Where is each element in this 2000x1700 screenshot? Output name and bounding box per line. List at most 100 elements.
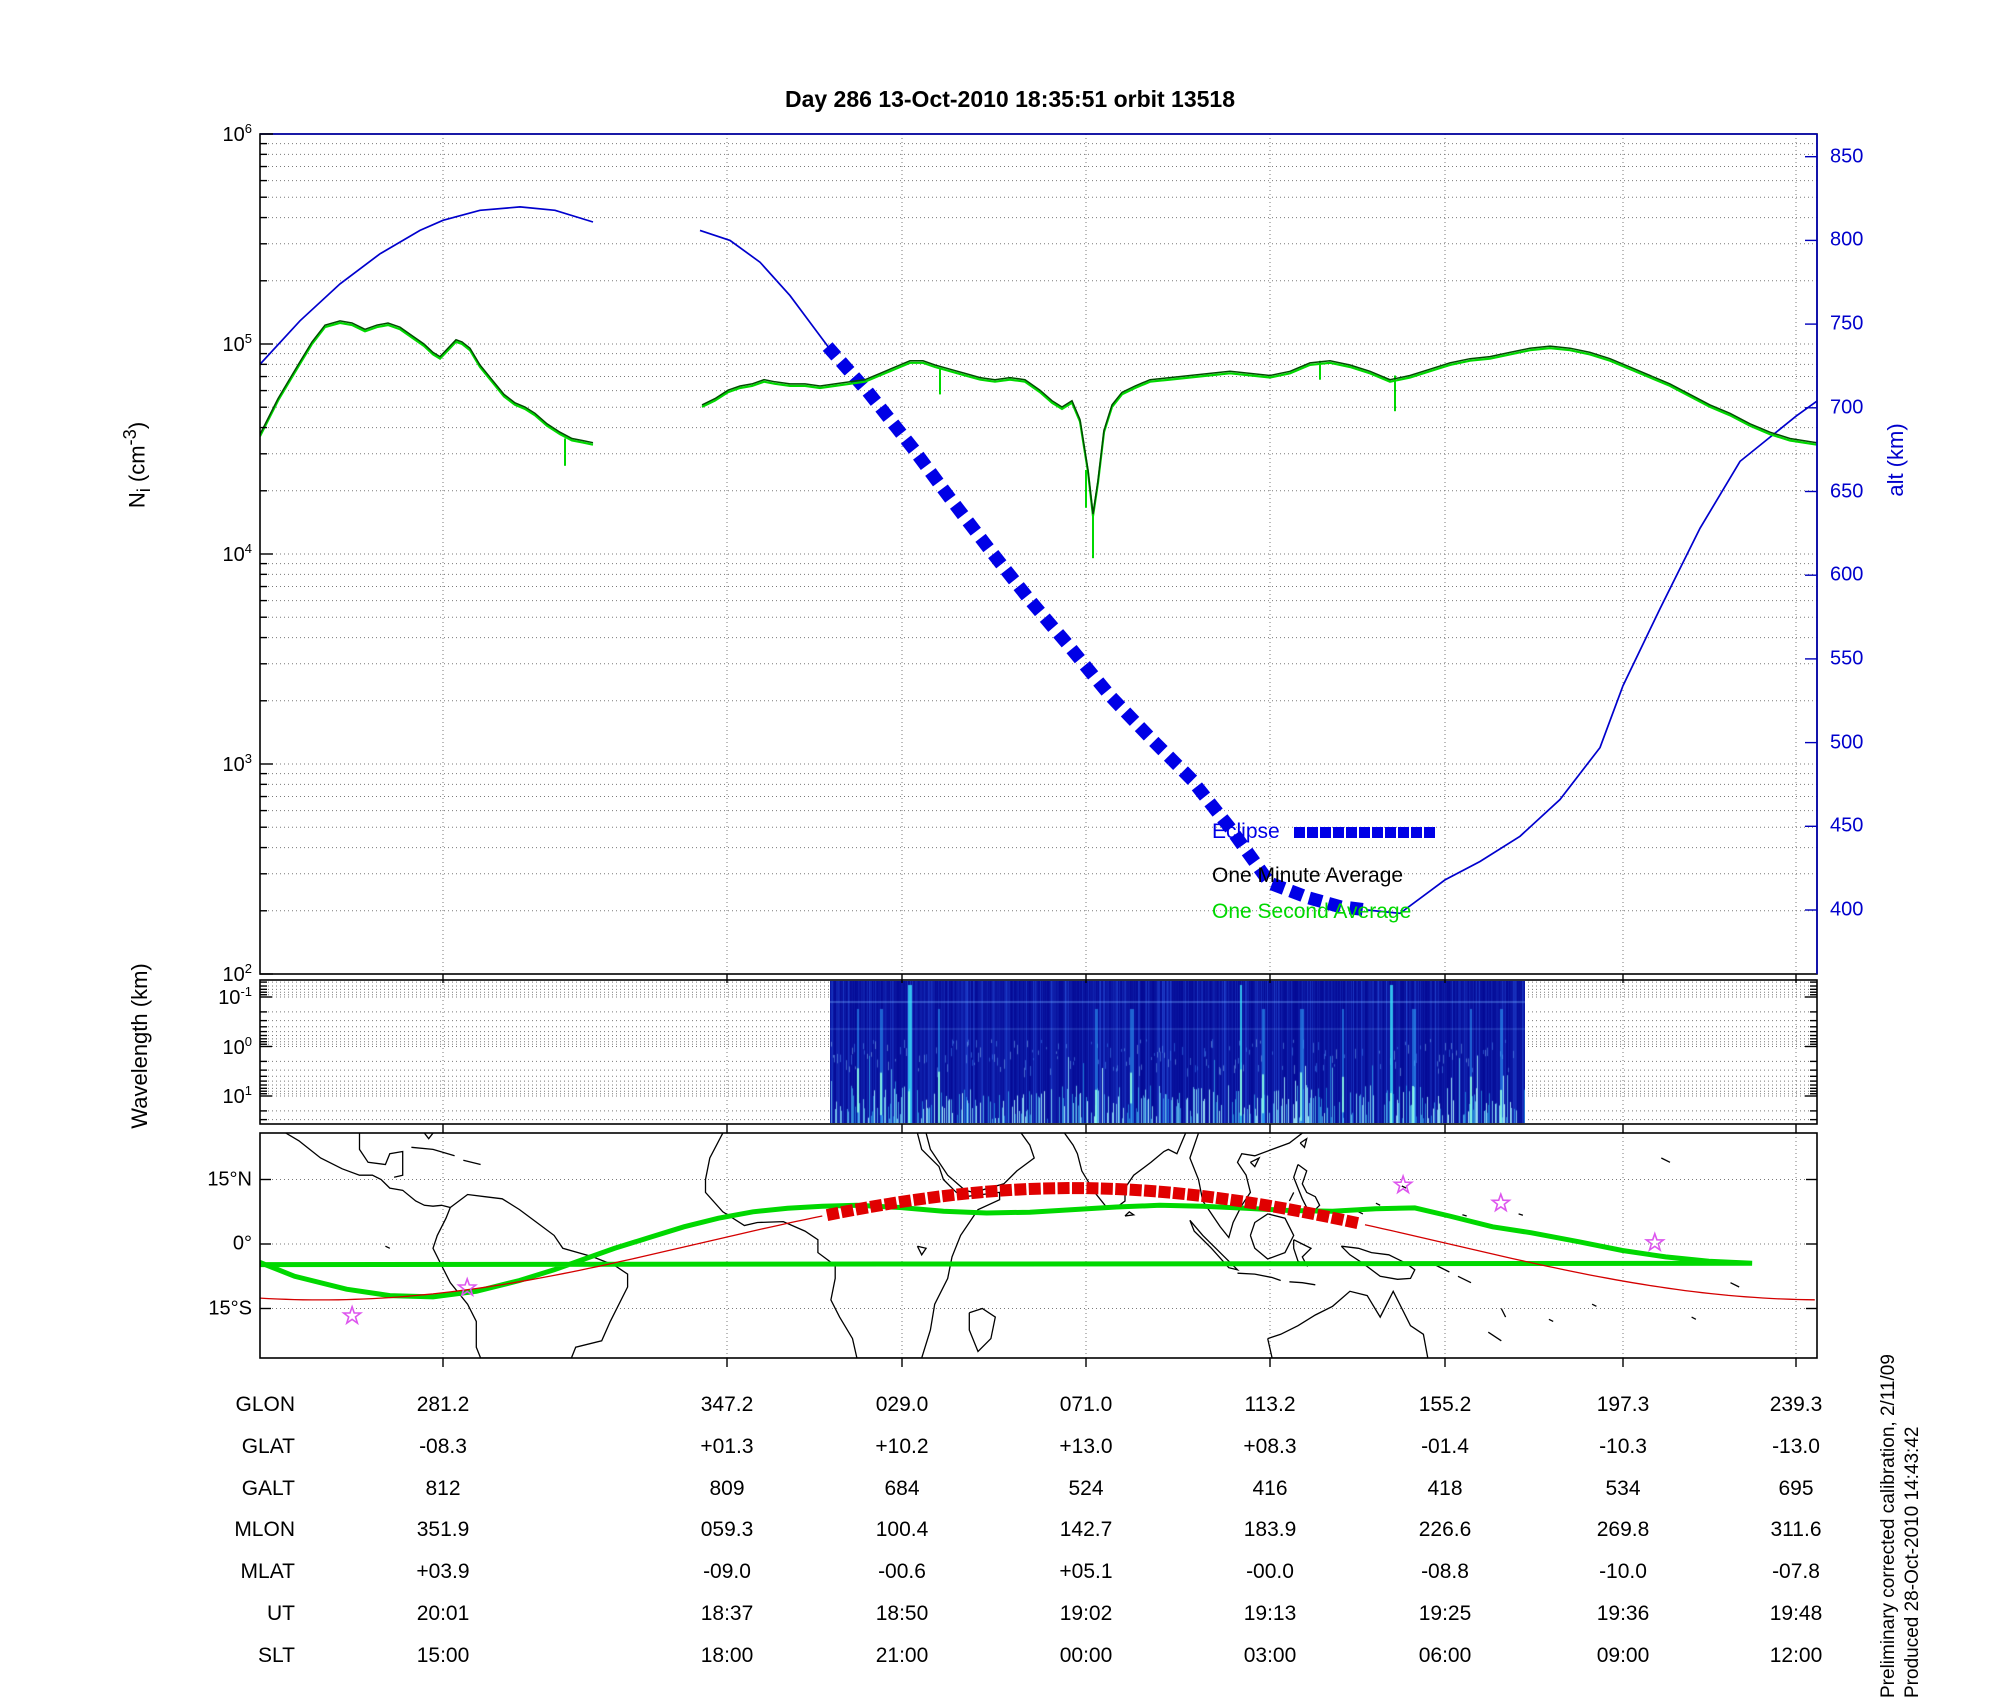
table-row-label: SLT bbox=[258, 1644, 295, 1667]
produced-note: Produced 28-Oct-2010 14:43:42 bbox=[1902, 1426, 1923, 1698]
table-cell: -08.3 bbox=[419, 1435, 467, 1458]
table-cell: -09.0 bbox=[703, 1560, 751, 1583]
table-cell: 19:25 bbox=[1418, 1602, 1472, 1625]
grid-lines bbox=[260, 133, 1817, 1358]
map-lat-tick-label: 0° bbox=[232, 1232, 252, 1255]
eclipse-swatch-square bbox=[1410, 827, 1422, 839]
altitude-curve bbox=[260, 206, 594, 365]
table-cell: 100.4 bbox=[875, 1518, 929, 1541]
ni-tick-label: 104 bbox=[222, 541, 252, 566]
ni-axis-label-sub: i bbox=[132, 488, 154, 493]
eclipse-dash-swatch bbox=[1293, 820, 1437, 844]
table-row-label: GLON bbox=[235, 1393, 295, 1416]
table-cell: +05.1 bbox=[1059, 1560, 1113, 1583]
eclipse-swatch-square bbox=[1345, 827, 1357, 839]
one-second-average-curve bbox=[260, 321, 1817, 559]
table-cell: 06:00 bbox=[1418, 1644, 1472, 1667]
table-cell: 19:13 bbox=[1243, 1602, 1297, 1625]
alt-tick-label: 400 bbox=[1830, 898, 1864, 921]
wavelength-tick-label: 101 bbox=[222, 1083, 252, 1108]
alt-tick-label: 850 bbox=[1830, 145, 1864, 168]
table-row-label: GLAT bbox=[241, 1435, 295, 1458]
ground-track-eclipse-dashes bbox=[825, 1182, 1360, 1230]
table-cell: +13.0 bbox=[1059, 1435, 1113, 1458]
eclipse-swatch-square bbox=[1319, 827, 1331, 839]
table-row-label: UT bbox=[267, 1602, 295, 1625]
alt-tick-label: 450 bbox=[1830, 814, 1864, 837]
table-cell: -10.3 bbox=[1599, 1435, 1647, 1458]
table-cell: 20:01 bbox=[416, 1602, 470, 1625]
table-row-label: GALT bbox=[241, 1477, 295, 1500]
wavelength-tick-label: 100 bbox=[222, 1033, 252, 1059]
table-cell: -00.0 bbox=[1246, 1560, 1294, 1583]
table-cell: 18:00 bbox=[700, 1644, 754, 1667]
coastlines bbox=[285, 1133, 1740, 1358]
table-cell: -10.0 bbox=[1599, 1560, 1647, 1583]
table-row-label: MLON bbox=[234, 1518, 295, 1541]
legend-label-one-second: One Second Average bbox=[1212, 900, 1412, 923]
table-cell: 03:00 bbox=[1243, 1644, 1297, 1667]
alt-tick-label: 600 bbox=[1830, 563, 1864, 586]
table-cell: 197.3 bbox=[1596, 1393, 1650, 1416]
wavelength-axis-label: Wavelength (km) bbox=[127, 963, 152, 1129]
table-cell: 695 bbox=[1778, 1477, 1814, 1500]
map-lat-tick-label: 15°N bbox=[207, 1168, 252, 1190]
map-lat-tick-label: 15°S bbox=[208, 1297, 252, 1319]
plot-title: Day 286 13-Oct-2010 18:35:51 orbit 13518 bbox=[784, 86, 1236, 112]
star-markers bbox=[341, 1173, 1666, 1326]
ground-track-line bbox=[260, 1215, 1815, 1301]
table-cell: 19:36 bbox=[1596, 1602, 1650, 1625]
density-altitude-panel bbox=[260, 206, 1817, 916]
ni-tick-label: 105 bbox=[222, 331, 252, 356]
eclipse-swatch-square bbox=[1332, 827, 1344, 839]
eclipse-swatch-square bbox=[1384, 827, 1396, 839]
table-cell: 19:02 bbox=[1059, 1602, 1113, 1625]
table-cell: 071.0 bbox=[1059, 1393, 1113, 1416]
ni-axis-label-base: N bbox=[124, 492, 150, 509]
table-cell: -13.0 bbox=[1772, 1435, 1820, 1458]
table-cell: 113.2 bbox=[1244, 1393, 1296, 1416]
table-cell: 029.0 bbox=[875, 1393, 929, 1416]
alt-tick-label: 800 bbox=[1830, 228, 1864, 251]
table-cell: 418 bbox=[1427, 1477, 1463, 1500]
ni-axis-label-mid: (cm bbox=[124, 445, 150, 489]
table-cell: 059.3 bbox=[700, 1518, 754, 1541]
eclipse-swatch-square bbox=[1293, 827, 1305, 839]
table-cell: 347.2 bbox=[700, 1393, 754, 1416]
table-cell: -08.8 bbox=[1421, 1560, 1469, 1583]
alt-tick-label: 550 bbox=[1830, 647, 1864, 670]
table-cell: 21:00 bbox=[875, 1644, 929, 1667]
map-panel bbox=[260, 1133, 1815, 1358]
table-cell: +08.3 bbox=[1243, 1435, 1297, 1458]
legend-item-eclipse: Eclipse bbox=[1212, 820, 1437, 844]
eclipse-swatch-square bbox=[1358, 827, 1370, 839]
ni-axis-label-end: ) bbox=[124, 421, 150, 430]
wavelength-tick-label: 10-1 bbox=[218, 984, 252, 1009]
table-cell: 351.9 bbox=[416, 1518, 470, 1541]
table-cell: 809 bbox=[709, 1477, 745, 1500]
legend-label-one-minute: One Minute Average bbox=[1212, 864, 1404, 887]
eclipse-swatch-square bbox=[1397, 827, 1409, 839]
table-cell: 18:50 bbox=[875, 1602, 929, 1625]
legend-item-one-second: One Second Average bbox=[1212, 900, 1411, 924]
table-cell: 226.6 bbox=[1418, 1518, 1472, 1541]
table-cell: -01.4 bbox=[1421, 1435, 1469, 1458]
table-cell: 534 bbox=[1605, 1477, 1641, 1500]
table-cell: 524 bbox=[1068, 1477, 1104, 1500]
eclipse-swatch-square bbox=[1306, 827, 1318, 839]
ni-axis-label: Ni (cm-3) bbox=[119, 422, 155, 508]
ni-tick-label: 102 bbox=[222, 961, 252, 986]
table-cell: 18:37 bbox=[700, 1602, 754, 1625]
ni-tick-label: 106 bbox=[222, 121, 252, 146]
table-cell: -07.8 bbox=[1772, 1560, 1820, 1583]
table-cell: 183.9 bbox=[1243, 1518, 1297, 1541]
table-cell: 311.6 bbox=[1770, 1518, 1822, 1541]
alt-axis-label: alt (km) bbox=[1883, 423, 1908, 497]
table-cell: 416 bbox=[1252, 1477, 1288, 1500]
table-cell: 12:00 bbox=[1769, 1644, 1823, 1667]
alt-tick-label: 500 bbox=[1830, 731, 1864, 754]
one-minute-average-curve bbox=[260, 320, 1817, 515]
table-cell: 812 bbox=[425, 1477, 461, 1500]
table-cell: 239.3 bbox=[1769, 1393, 1823, 1416]
